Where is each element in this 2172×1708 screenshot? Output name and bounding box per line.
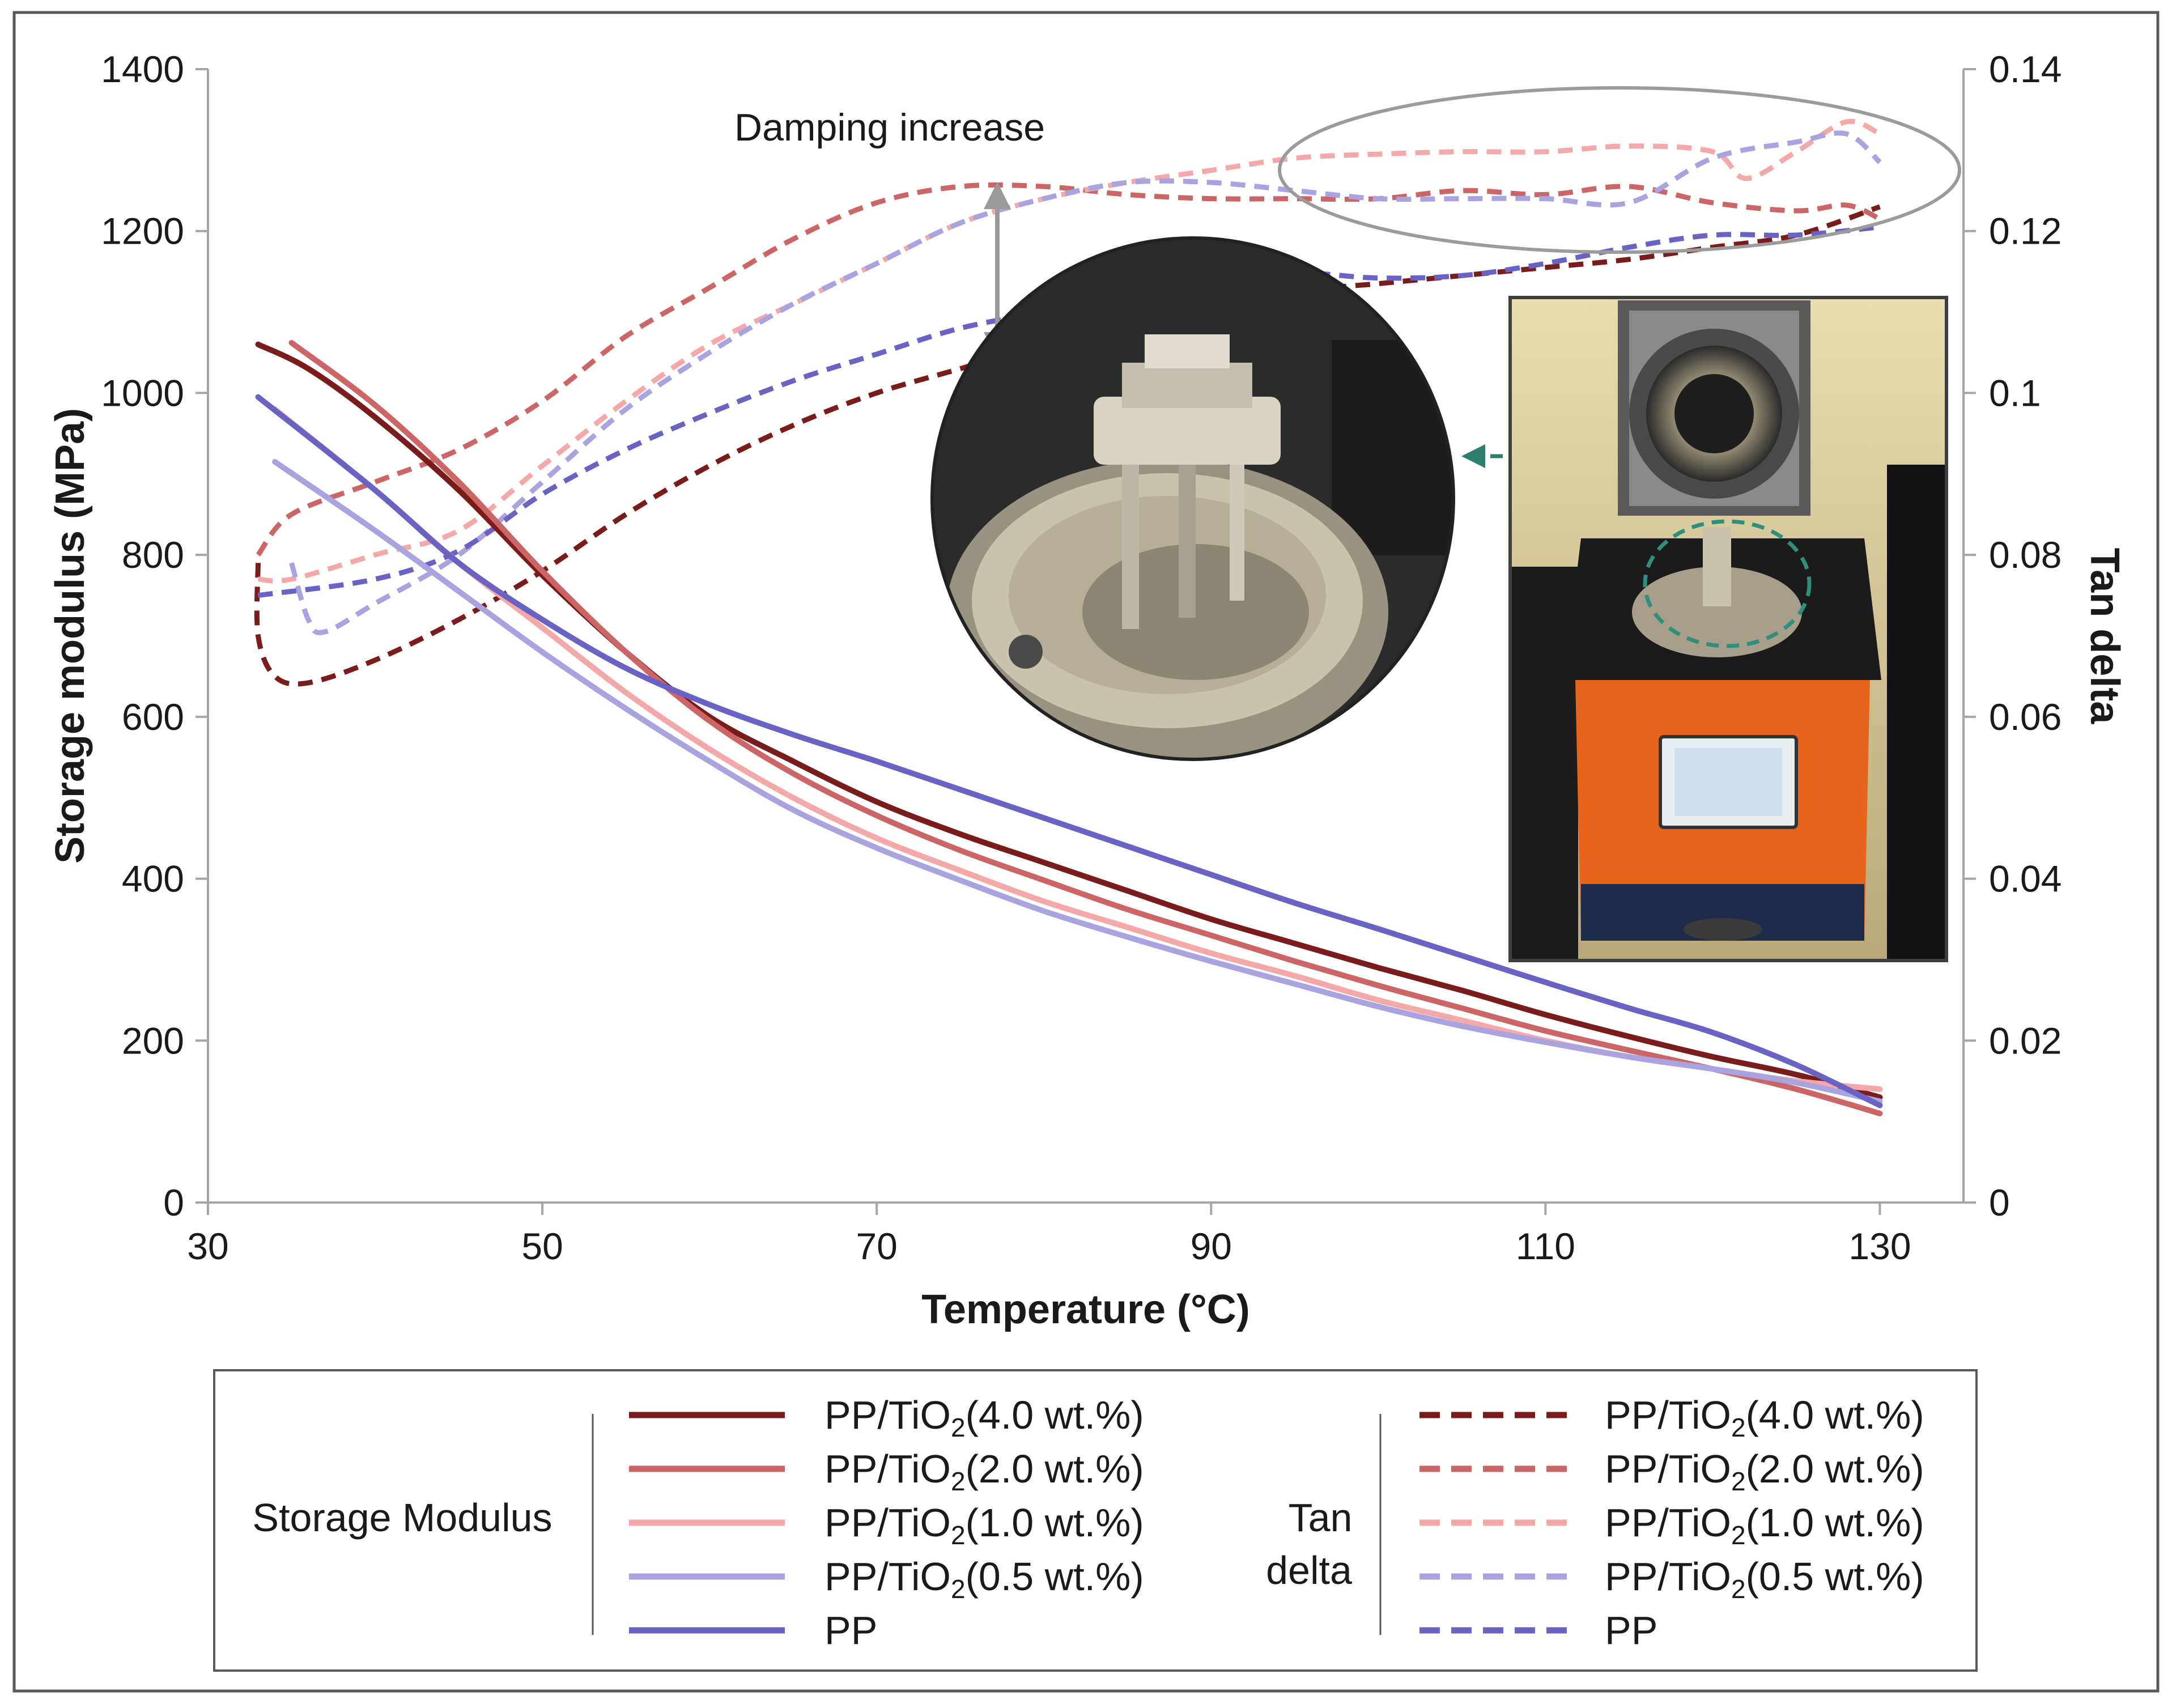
- tan-delta-line: [256, 182, 1881, 556]
- legend-label: PP/TiO2(2.0 wt.%): [1605, 1447, 1924, 1496]
- x-tick-label: 110: [1516, 1225, 1575, 1267]
- legend-label-main: PP/TiO: [1605, 1447, 1731, 1491]
- x-tick-label: 70: [856, 1225, 897, 1267]
- y-right-tick-label: 0: [1989, 1182, 2010, 1223]
- y-left-tick-label: 1400: [101, 48, 184, 90]
- y-right-tick-label: 0.06: [1989, 696, 2062, 738]
- legend-label: PP/TiO2(4.0 wt.%): [1605, 1393, 1924, 1442]
- legend-label-subscript: 2: [951, 1520, 966, 1550]
- legend-label-main: PP/TiO: [1605, 1501, 1731, 1545]
- legend-label: PP/TiO2(0.5 wt.%): [824, 1554, 1144, 1604]
- instrument-highlight: [1643, 519, 1812, 648]
- tan-delta-line: [254, 204, 1881, 687]
- legend-label-main: PP: [824, 1608, 877, 1652]
- legend-label: PP/TiO2(0.5 wt.%): [1605, 1554, 1924, 1604]
- legend-label-subscript: 2: [951, 1413, 966, 1442]
- series-layer: [254, 118, 1883, 1116]
- legend-group-tan-line1: Tan: [1289, 1495, 1353, 1540]
- y-left-tick-label: 400: [122, 858, 184, 900]
- legend-label-rest: (1.0 wt.%): [1746, 1501, 1924, 1545]
- y-axis-left-label: Storage modulus (MPa): [48, 408, 93, 864]
- y-axis-right-label: Tan delta: [2082, 548, 2127, 725]
- storage-modulus-line: [255, 341, 1883, 1101]
- legend-label-rest: (0.5 wt.%): [966, 1554, 1144, 1599]
- legend-label-subscript: 2: [1731, 1520, 1746, 1550]
- y-left-tick-label: 200: [122, 1019, 184, 1061]
- legend-label-subscript: 2: [1731, 1413, 1746, 1442]
- y-right-tick-label: 0.12: [1989, 210, 2062, 252]
- legend-label: PP: [1605, 1608, 1657, 1652]
- legend-label-subscript: 2: [951, 1574, 966, 1604]
- legend-entries: PP/TiO2(4.0 wt.%)PP/TiO2(2.0 wt.%)PP/TiO…: [629, 1393, 1924, 1652]
- legend-label-subscript: 2: [951, 1467, 966, 1496]
- x-tick-label: 130: [1848, 1225, 1911, 1267]
- legend-label: PP: [824, 1608, 877, 1652]
- y-left-tick-label: 1200: [101, 210, 184, 252]
- y-right-tick-label: 0.04: [1989, 858, 2062, 900]
- y-right-ticks: 0 0.02 0.04 0.06 0.08 0.1 0.12 0.14: [1963, 48, 2062, 1223]
- x-ticks: 30 50 70 90 110 130: [187, 1203, 1911, 1267]
- x-tick-label: 30: [187, 1225, 228, 1267]
- legend-label: PP/TiO2(1.0 wt.%): [824, 1501, 1144, 1550]
- x-tick-label: 50: [521, 1225, 563, 1267]
- legend-label-rest: (2.0 wt.%): [966, 1447, 1144, 1491]
- legend-label-subscript: 2: [1731, 1467, 1746, 1496]
- y-left-tick-label: 0: [163, 1182, 184, 1223]
- y-right-tick-label: 0.08: [1989, 534, 2062, 576]
- axes: 30 50 70 90 110 130 0 200 400 600 800 1000 1200 1400…: [48, 48, 2127, 1332]
- legend-label-rest: (2.0 wt.%): [1746, 1447, 1924, 1491]
- legend-label-main: PP/TiO: [824, 1554, 951, 1599]
- x-tick-label: 90: [1191, 1225, 1232, 1267]
- legend-group-tan-line2: delta: [1266, 1548, 1352, 1592]
- x-axis-label: Temperature (°C): [921, 1287, 1250, 1332]
- damping-annotation: Damping increase: [734, 86, 1961, 359]
- legend-label-main: PP/TiO: [1605, 1554, 1731, 1599]
- legend-group-storage: Storage Modulus: [252, 1495, 552, 1540]
- storage-modulus-line: [272, 458, 1883, 1104]
- legend-label-main: PP/TiO: [824, 1447, 951, 1491]
- legend-label-main: PP/TiO: [824, 1393, 951, 1437]
- legend-label-rest: (4.0 wt.%): [1746, 1393, 1924, 1437]
- legend-label-rest: (0.5 wt.%): [1746, 1554, 1924, 1599]
- legend-label: PP/TiO2(4.0 wt.%): [824, 1393, 1144, 1442]
- y-left-tick-label: 800: [122, 534, 184, 576]
- legend: Storage Modulus Tan delta PP/TiO2(4.0 wt…: [213, 1369, 1978, 1672]
- y-left-tick-label: 600: [122, 696, 184, 738]
- legend-label-rest: (1.0 wt.%): [966, 1501, 1144, 1545]
- y-left-tick-label: 1000: [101, 372, 184, 414]
- legend-label: PP/TiO2(2.0 wt.%): [824, 1447, 1144, 1496]
- legend-label-main: PP: [1605, 1608, 1657, 1652]
- annotation-label: Damping increase: [734, 106, 1045, 149]
- tan-delta-line: [289, 130, 1882, 635]
- legend-label-subscript: 2: [1731, 1574, 1746, 1604]
- legend-label-main: PP/TiO: [824, 1501, 951, 1545]
- clamp-detail-photo: [930, 236, 1455, 761]
- legend-label-main: PP/TiO: [1605, 1393, 1731, 1437]
- y-right-tick-label: 0.1: [1989, 372, 2041, 414]
- highlight-ellipse: [1278, 86, 1961, 254]
- storage-modulus-line: [255, 394, 1883, 1108]
- y-right-tick-label: 0.14: [1989, 48, 2062, 90]
- legend-label-rest: (4.0 wt.%): [966, 1393, 1144, 1437]
- legend-label: PP/TiO2(1.0 wt.%): [1605, 1501, 1924, 1550]
- legend-box: [213, 1369, 1978, 1672]
- y-right-tick-label: 0.02: [1989, 1019, 2062, 1061]
- storage-modulus-line: [288, 339, 1883, 1116]
- tan-delta-line: [258, 118, 1881, 584]
- y-left-ticks: 0 200 400 600 800 1000 1200 1400: [101, 48, 208, 1223]
- instrument-photo: [1508, 296, 1948, 962]
